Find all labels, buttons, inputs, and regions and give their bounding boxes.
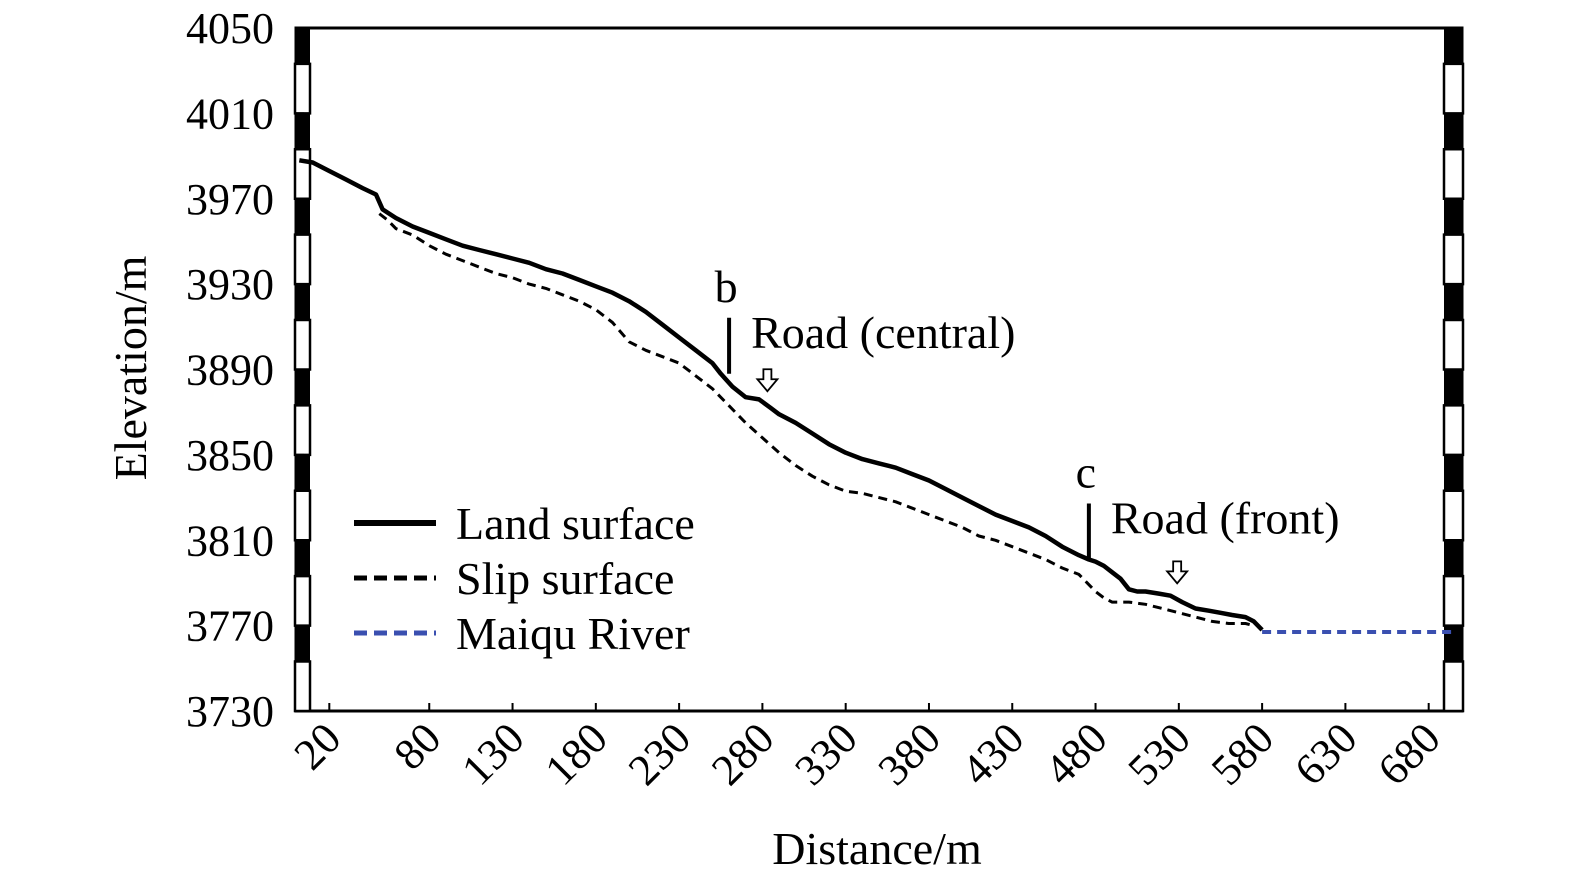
x-tick-label: 530 [1119,713,1200,794]
left-border-band-white [293,147,312,200]
x-tick-label: 430 [952,713,1033,794]
x-tick-label: 380 [869,713,950,794]
legend-label-slip-surface: Slip surface [456,553,674,604]
right-border-band-black [1444,198,1463,235]
annotation-road-text-c: Road (front) [1111,492,1340,543]
y-tick-label: 3930 [186,260,274,309]
right-border-band-white [1442,404,1465,457]
left-border-band-white [293,404,312,457]
right-border-band-white [1442,489,1465,542]
right-border-band-white [1442,660,1465,713]
series-line-slip-surface [378,212,1255,628]
x-tick-label: 480 [1035,713,1116,794]
x-tick-label: 580 [1202,713,1283,794]
right-border-band-black [1444,28,1463,64]
series-line-land-surface [298,158,1264,632]
chart-series [298,158,1454,634]
y-tick-label: 3730 [186,687,274,736]
y-tick-label: 3810 [186,516,274,565]
x-tick-label: 630 [1285,713,1366,794]
road-arrow-icon [1165,560,1190,585]
annotation-letter-c: c [1076,446,1096,497]
right-border-band-white [1442,574,1465,627]
left-border-band-white [293,574,312,627]
right-border-band-white [1442,233,1465,286]
left-border-band-black [295,540,310,577]
annotation-letter-b: b [715,261,738,312]
left-border-band-white [293,489,312,542]
x-tick-label: 330 [785,713,866,794]
y-tick-label: 3970 [186,175,274,224]
y-tick-label: 4050 [186,4,274,53]
left-border-band-black [295,28,310,64]
y-tick-label: 3850 [186,431,274,480]
annotation-road-text-b: Road (central) [751,307,1015,358]
legend-label-land-surface: Land surface [456,498,695,549]
x-tick-label: 680 [1368,713,1449,794]
road-arrow-icon [755,368,780,393]
right-border-band-black [1444,625,1463,662]
right-border-band-white [1442,62,1465,115]
left-border-band-black [295,369,310,406]
right-border-band-black [1444,540,1463,577]
y-tick-label: 3770 [186,602,274,651]
right-border-band-black [1444,369,1463,406]
right-border-band-white [1442,318,1465,371]
chart-frame [293,26,1465,713]
x-axis-label: Distance/m [772,823,982,874]
y-axis-label: Elevation/m [105,255,156,480]
right-border-band-black [1444,113,1463,150]
legend-label-maiqu-river: Maiqu River [456,608,690,659]
left-border-band-white [293,318,312,371]
x-tick-label: 180 [536,713,617,794]
x-tick-label: 280 [702,713,783,794]
y-tick-label: 4010 [186,89,274,138]
left-border-band-black [295,113,310,150]
x-tick-label: 80 [385,713,451,779]
x-tick-label: 130 [452,713,533,794]
x-tick-label: 20 [285,713,351,779]
right-border-band-black [1444,454,1463,491]
right-border-band-black [1444,284,1463,320]
y-tick-label: 3890 [186,346,274,395]
left-border-band-white [293,660,312,713]
left-border-band-black [295,284,310,320]
right-border-band-white [1442,147,1465,200]
left-border-band-black [295,198,310,235]
left-border-band-black [295,625,310,662]
left-border-band-black [295,454,310,491]
chart-annotations: b Road (central) c Road (front) [715,261,1340,585]
left-border-band-white [293,62,312,115]
left-border-band-white [293,233,312,286]
x-tick-label: 230 [619,713,700,794]
